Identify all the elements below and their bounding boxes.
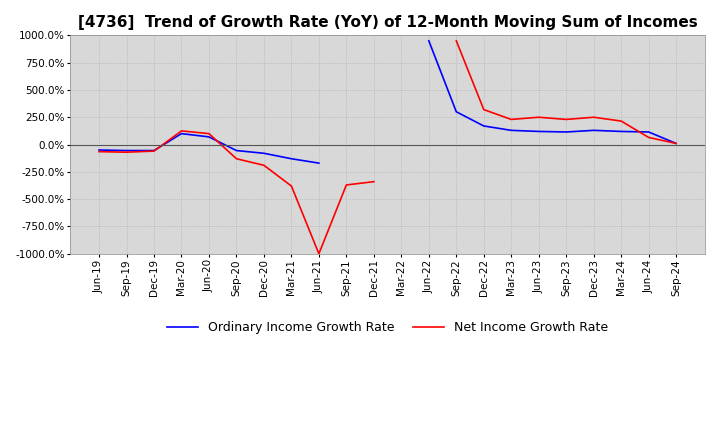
Ordinary Income Growth Rate (150, 148, 158, 153)
Net Income Growth Rate (507, 117, 516, 122)
Net Income Growth Rate (534, 114, 543, 120)
Net Income Growth Rate (177, 128, 186, 133)
Net Income Growth Rate (480, 107, 488, 112)
Line: Ordinary Income Growth Rate: Ordinary Income Growth Rate (99, 41, 676, 163)
Net Income Growth Rate (95, 149, 104, 154)
Legend: Ordinary Income Growth Rate, Net Income Growth Rate: Ordinary Income Growth Rate, Net Income … (162, 316, 613, 339)
Ordinary Income Growth Rate (315, 161, 323, 166)
Ordinary Income Growth Rate (644, 129, 653, 135)
Ordinary Income Growth Rate (425, 38, 433, 44)
Net Income Growth Rate (260, 163, 269, 168)
Net Income Growth Rate (122, 150, 131, 155)
Title: [4736]  Trend of Growth Rate (YoY) of 12-Month Moving Sum of Incomes: [4736] Trend of Growth Rate (YoY) of 12-… (78, 15, 698, 30)
Net Income Growth Rate (590, 114, 598, 120)
Net Income Growth Rate (369, 179, 378, 184)
Ordinary Income Growth Rate (122, 148, 131, 153)
Ordinary Income Growth Rate (617, 129, 626, 134)
Net Income Growth Rate (617, 118, 626, 124)
Ordinary Income Growth Rate (260, 150, 269, 156)
Ordinary Income Growth Rate (95, 147, 104, 153)
Ordinary Income Growth Rate (232, 148, 240, 153)
Ordinary Income Growth Rate (562, 129, 570, 135)
Ordinary Income Growth Rate (204, 134, 213, 139)
Ordinary Income Growth Rate (534, 129, 543, 134)
Ordinary Income Growth Rate (590, 128, 598, 133)
Line: Net Income Growth Rate: Net Income Growth Rate (99, 41, 676, 254)
Net Income Growth Rate (204, 131, 213, 136)
Net Income Growth Rate (672, 141, 680, 146)
Ordinary Income Growth Rate (507, 128, 516, 133)
Ordinary Income Growth Rate (287, 156, 296, 161)
Net Income Growth Rate (232, 156, 240, 161)
Net Income Growth Rate (562, 117, 570, 122)
Net Income Growth Rate (150, 148, 158, 154)
Ordinary Income Growth Rate (672, 141, 680, 146)
Ordinary Income Growth Rate (177, 131, 186, 136)
Net Income Growth Rate (315, 251, 323, 257)
Ordinary Income Growth Rate (452, 109, 461, 114)
Net Income Growth Rate (287, 183, 296, 189)
Ordinary Income Growth Rate (480, 123, 488, 128)
Net Income Growth Rate (644, 135, 653, 140)
Net Income Growth Rate (342, 182, 351, 187)
Net Income Growth Rate (452, 38, 461, 44)
